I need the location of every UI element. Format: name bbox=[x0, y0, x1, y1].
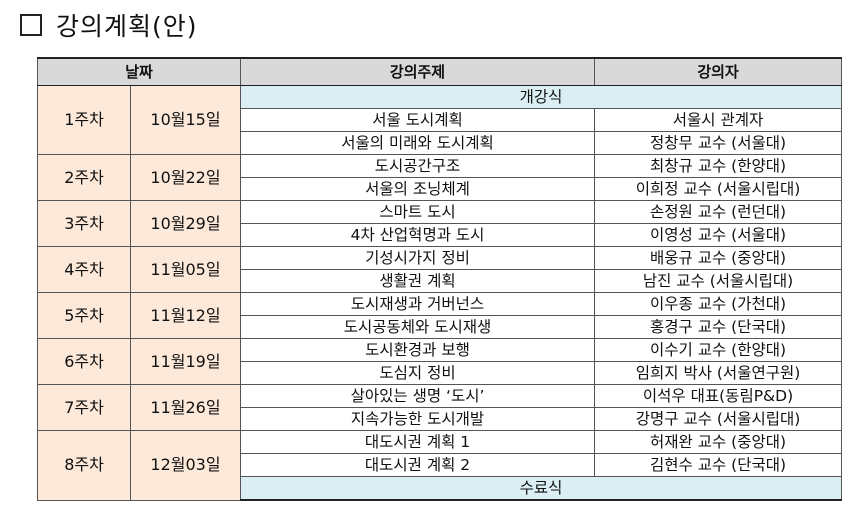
week-label: 3주차 bbox=[37, 200, 131, 247]
table-row: 서울 도시계획 서울시 관계자 bbox=[38, 108, 843, 132]
table-row: 서울의 미래와 도시계획 정창무 교수 (서울대) bbox=[38, 131, 843, 155]
session-topic: 스마트 도시 bbox=[240, 200, 596, 224]
week-label: 1주차 bbox=[37, 85, 131, 155]
session-topic: 기성시가지 정비 bbox=[240, 246, 596, 270]
session-lecturer: 배웅규 교수 (중앙대) bbox=[594, 246, 843, 270]
page-title: 강의계획(안) bbox=[56, 12, 198, 41]
session-topic: 지속가능한 도시개발 bbox=[240, 407, 596, 431]
table-row: 생활권 계획 남진 교수 (서울시립대) bbox=[38, 269, 843, 293]
table-header-row: 날짜 강의주제 강의자 bbox=[36, 57, 843, 86]
table-row: 도심지 정비 임희지 박사 (서울연구원) bbox=[38, 361, 843, 385]
week-label: 5주차 bbox=[37, 292, 131, 339]
closing-ceremony: 수료식 bbox=[240, 476, 843, 501]
week-date: 10월22일 bbox=[129, 154, 242, 201]
table-row: 2주차 10월22일 도시공간구조 최창규 교수 (한양대) bbox=[37, 154, 843, 201]
week-date: 11월26일 bbox=[129, 384, 242, 431]
session-lecturer: 임희지 박사 (서울연구원) bbox=[594, 361, 843, 385]
table-row: 지속가능한 도시개발 강명구 교수 (서울시립대) bbox=[38, 407, 843, 431]
week-label: 8주차 bbox=[37, 430, 131, 501]
table-row: 1주차 10월15일 개강식 bbox=[37, 85, 843, 155]
session-topic: 대도시권 계획 2 bbox=[240, 453, 596, 477]
table-row: 6주차 11월19일 도시환경과 보행 이수기 교수 (한양대) bbox=[37, 338, 843, 385]
table-row: 4차 산업혁명과 도시 이영성 교수 (서울대) bbox=[38, 223, 843, 247]
session-topic: 도시환경과 보행 bbox=[240, 338, 596, 362]
session-lecturer: 손정원 교수 (런던대) bbox=[594, 200, 843, 224]
session-lecturer: 최창규 교수 (한양대) bbox=[594, 154, 843, 178]
table-row: 3주차 10월29일 스마트 도시 손정원 교수 (런던대) bbox=[37, 200, 843, 247]
session-topic: 도시재생과 거버넌스 bbox=[240, 292, 596, 316]
week-date: 11월19일 bbox=[129, 338, 242, 385]
table-row: 수료식 bbox=[38, 476, 843, 501]
session-topic: 서울 도시계획 bbox=[240, 108, 596, 132]
session-topic: 살아있는 생명 ‘도시’ bbox=[240, 384, 596, 408]
session-lecturer: 남진 교수 (서울시립대) bbox=[594, 269, 843, 293]
session-lecturer: 정창무 교수 (서울대) bbox=[594, 131, 843, 155]
session-lecturer: 이영성 교수 (서울대) bbox=[594, 223, 843, 247]
week-label: 4주차 bbox=[37, 246, 131, 293]
week-label: 7주차 bbox=[37, 384, 131, 431]
session-lecturer: 이우종 교수 (가천대) bbox=[594, 292, 843, 316]
checkbox-icon[interactable] bbox=[20, 14, 42, 36]
session-lecturer: 김현수 교수 (단국대) bbox=[594, 453, 843, 477]
header-date: 날짜 bbox=[36, 57, 242, 86]
session-topic: 도시공동체와 도시재생 bbox=[240, 315, 596, 339]
week-date: 10월29일 bbox=[129, 200, 242, 247]
table-row: 도시공동체와 도시재생 홍경구 교수 (단국대) bbox=[38, 315, 843, 339]
lecture-plan-table: 날짜 강의주제 강의자 1주차 10월15일 개강식 서울 도시계획 서울시 관… bbox=[36, 57, 843, 501]
week-date: 11월05일 bbox=[129, 246, 242, 293]
opening-ceremony: 개강식 bbox=[240, 85, 843, 109]
session-topic: 4차 산업혁명과 도시 bbox=[240, 223, 596, 247]
table-row: 4주차 11월05일 기성시가지 정비 배웅규 교수 (중앙대) bbox=[37, 246, 843, 293]
table-row: 대도시권 계획 2 김현수 교수 (단국대) bbox=[38, 453, 843, 477]
session-lecturer: 이희정 교수 (서울시립대) bbox=[594, 177, 843, 201]
session-topic: 도시공간구조 bbox=[240, 154, 596, 178]
header-topic: 강의주제 bbox=[240, 57, 596, 86]
session-topic: 서울의 미래와 도시계획 bbox=[240, 131, 596, 155]
week-label: 6주차 bbox=[37, 338, 131, 385]
week-label: 2주차 bbox=[37, 154, 131, 201]
session-topic: 서울의 조닝체계 bbox=[240, 177, 596, 201]
table-row: 서울의 조닝체계 이희정 교수 (서울시립대) bbox=[38, 177, 843, 201]
session-topic: 생활권 계획 bbox=[240, 269, 596, 293]
session-lecturer: 허재완 교수 (중앙대) bbox=[594, 430, 843, 454]
page-heading: 강의계획(안) bbox=[20, 8, 198, 42]
session-lecturer: 이수기 교수 (한양대) bbox=[594, 338, 843, 362]
session-topic: 대도시권 계획 1 bbox=[240, 430, 596, 454]
week-date: 12월03일 bbox=[129, 430, 242, 501]
week-date: 11월12일 bbox=[129, 292, 242, 339]
session-lecturer: 서울시 관계자 bbox=[594, 108, 843, 132]
session-lecturer: 홍경구 교수 (단국대) bbox=[594, 315, 843, 339]
table-row: 8주차 12월03일 대도시권 계획 1 허재완 교수 (중앙대) bbox=[37, 430, 843, 501]
table-row: 7주차 11월26일 살아있는 생명 ‘도시’ 이석우 대표(동림P&D) bbox=[37, 384, 843, 431]
week-date: 10월15일 bbox=[129, 85, 242, 155]
session-topic: 도심지 정비 bbox=[240, 361, 596, 385]
table-row: 5주차 11월12일 도시재생과 거버넌스 이우종 교수 (가천대) bbox=[37, 292, 843, 339]
session-lecturer: 강명구 교수 (서울시립대) bbox=[594, 407, 843, 431]
header-lecturer: 강의자 bbox=[594, 57, 843, 86]
session-lecturer: 이석우 대표(동림P&D) bbox=[594, 384, 843, 408]
